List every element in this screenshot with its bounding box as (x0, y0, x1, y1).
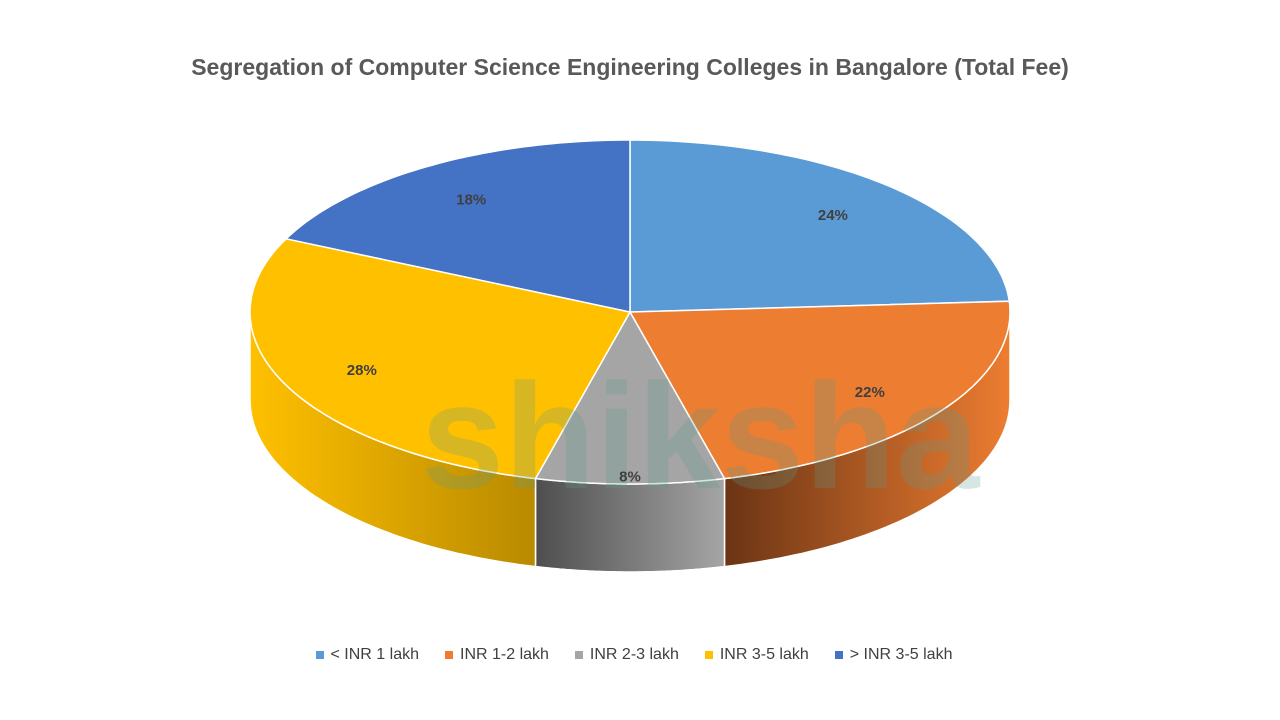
watermark-logo: shiksha (421, 352, 981, 520)
legend-label: INR 3-5 lakh (719, 646, 809, 663)
legend-swatch (704, 651, 713, 659)
legend-swatch (834, 651, 843, 659)
data-label: 18% (456, 192, 486, 209)
data-label: 8% (619, 468, 641, 485)
pie-slice-3 (249, 237, 632, 480)
legend-label: < INR 1 lakh (330, 646, 419, 663)
legend-swatch (315, 651, 324, 659)
data-label: 28% (347, 362, 377, 379)
data-label: 24% (818, 207, 848, 224)
pie-slice-1 (628, 300, 1011, 480)
pie-slice-2 (534, 310, 726, 485)
legend-item: INR 2-3 lakh (574, 646, 679, 664)
legend-item: > INR 3-5 lakh (834, 646, 953, 664)
legend-label: > INR 3-5 lakh (849, 646, 953, 663)
data-label: 22% (855, 384, 885, 401)
legend-item: INR 1-2 lakh (445, 646, 549, 664)
legend-label: INR 1-2 lakh (460, 646, 549, 663)
legend-item: < INR 1 lakh (315, 646, 419, 664)
pie-slice-0 (629, 139, 1011, 313)
chart-title: Segregation of Computer Science Engineer… (191, 54, 1069, 80)
legend-swatch (574, 651, 583, 659)
legend-swatch (445, 651, 453, 659)
legend-item: INR 3-5 lakh (704, 646, 809, 664)
pie-slice-4 (284, 139, 631, 313)
legend-label: INR 2-3 lakh (589, 646, 679, 663)
legend: < INR 1 lakh INR 1-2 lakh INR 2-3 lakh INR … (0, 646, 1268, 664)
